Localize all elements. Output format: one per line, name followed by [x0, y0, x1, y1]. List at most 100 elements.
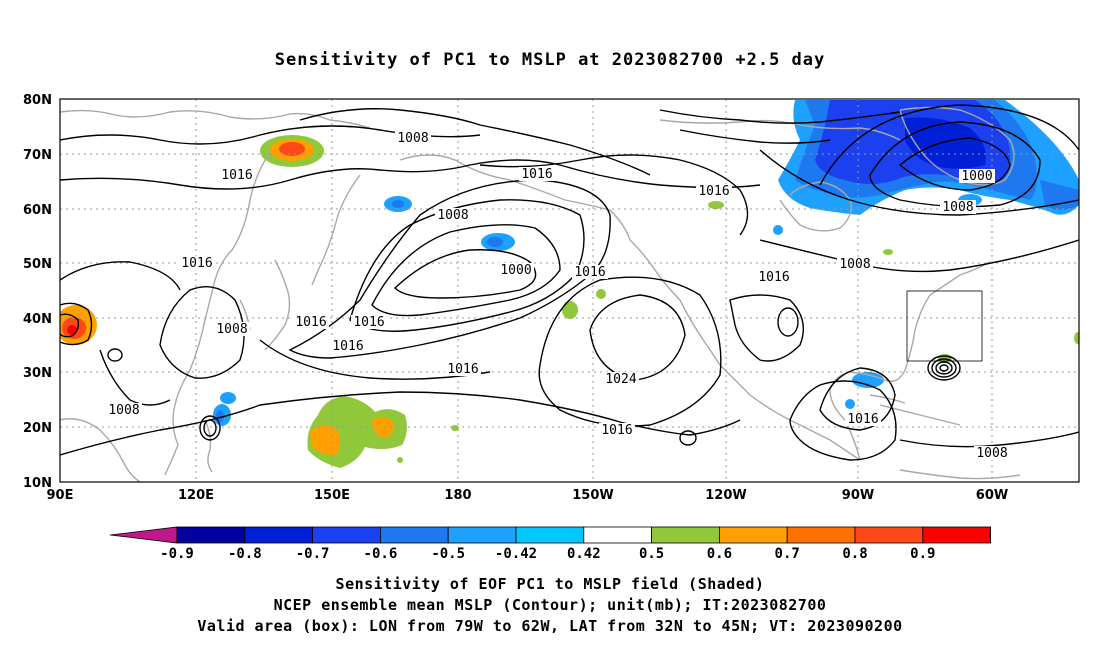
lon-label: 120E [178, 488, 214, 503]
lat-label: 10N [23, 476, 52, 491]
color-bar-segment [786, 526, 856, 544]
color-bar [109, 526, 991, 544]
contour-typhoon-1 [203, 419, 217, 437]
contour-label: 1016 [221, 168, 252, 183]
contour-label: 1016 [353, 315, 384, 330]
contour-label: 1008 [942, 200, 973, 215]
color-bar-arrow-right [989, 526, 991, 544]
contour-label: 1016 [847, 412, 878, 427]
contour-label: 1000 [961, 169, 992, 184]
contour-aleutian-low-3 [349, 199, 585, 332]
contour-east-south [899, 431, 1079, 448]
contour-west-1016 [99, 349, 171, 406]
contour-hurricane-4 [927, 355, 961, 381]
color-bar-segment [515, 526, 585, 544]
coast-philippines [204, 419, 213, 473]
shade-blob-atlantic [883, 249, 893, 255]
lat-label: 20N [23, 421, 52, 436]
contour-label-bg [845, 412, 881, 426]
coast-alaska [399, 154, 631, 241]
color-bar-segment [176, 526, 246, 544]
caption-line-2: NCEP ensemble mean MSLP (Contour); unit(… [273, 596, 827, 614]
color-bar-segment [922, 526, 991, 544]
color-bar-segment [244, 526, 314, 544]
contour-china-1016 [60, 261, 181, 291]
shade-blob-gulf-small [845, 399, 855, 409]
color-bar-segment [719, 526, 788, 544]
caption-line-1: Sensitivity of EOF PC1 to MSLP field (Sh… [335, 575, 765, 593]
contour-label-bg [599, 423, 635, 437]
plot-frame [59, 98, 1080, 483]
lat-label: 50N [23, 257, 52, 272]
contour-label: 1016 [601, 423, 632, 438]
lat-label: 30N [23, 366, 52, 381]
shade-blob-kamchatka-hot [279, 142, 305, 156]
coast-greenland [899, 106, 1015, 186]
contour-small-ring-1 [777, 307, 799, 337]
contour-label-bg [603, 372, 639, 386]
contour-label: 1016 [181, 256, 212, 271]
color-bar-segment [447, 526, 517, 544]
contour-label: 1008 [976, 446, 1007, 461]
caption-line-3: Valid area (box): LON from 79W to 62W, L… [197, 617, 903, 635]
color-bar-label: -0.8 [228, 546, 262, 562]
lat-label: 80N [23, 93, 52, 108]
color-bar-segment [651, 526, 720, 544]
color-bar-label: 0.42 [567, 546, 601, 562]
contour-label-bg [959, 169, 995, 183]
shade-blob-taiwan [220, 392, 236, 404]
contour-typhoon-2 [199, 415, 221, 441]
shade-blob-pacific-1 [562, 301, 578, 319]
coast-bc [629, 239, 721, 366]
contour-north-1008 [60, 159, 761, 190]
contour-label: 1008 [397, 131, 428, 146]
contour-atlantic-1008 [759, 149, 1079, 216]
contour-label: 1008 [437, 208, 468, 223]
latitude-labels: 80N 70N 60N 50N 40N 30N 20N 10N [23, 93, 52, 491]
contour-label: 1016 [758, 270, 789, 285]
contour-atlantic-low-2 [869, 121, 1041, 208]
coast-indochina [60, 418, 141, 482]
color-bar-segment [583, 526, 652, 544]
coast-cuba [869, 394, 906, 404]
contour-small-ring-2 [679, 430, 697, 446]
contour-label-bg [293, 315, 329, 329]
lat-label: 70N [23, 148, 52, 163]
contour-hurricane-1 [935, 361, 953, 375]
coast-south-america [899, 469, 1021, 480]
color-bar-label: -0.42 [495, 546, 537, 562]
contour-atlantic-low-3 [819, 104, 1079, 186]
contour-gulf-low [819, 367, 896, 431]
shade-blob-hudson [773, 225, 783, 235]
shade-blob-aleutian-core [487, 237, 503, 247]
coast-japan [264, 259, 291, 351]
shade-blob-philippine-core [216, 410, 224, 422]
lon-label: 120W [705, 488, 746, 503]
coast-hudson [779, 181, 852, 232]
color-bar-label: -0.9 [160, 546, 194, 562]
shade-blob-bering-core [392, 200, 404, 208]
contour-label: 1024 [605, 372, 636, 387]
contour-labels: 1008 1016 1016 1016 1008 1000 1016 1016 1016 1016… [106, 131, 1010, 461]
contour-label: 1008 [108, 403, 139, 418]
contour-aleutian-low-2 [371, 224, 561, 317]
contour-atlantic-low-1 [898, 137, 1011, 191]
shaded-positive-areas [60, 135, 1079, 468]
contour-pacific-1016 [288, 179, 611, 359]
contour-label-bg [395, 131, 431, 145]
color-bar-label: 0.5 [639, 546, 664, 562]
contour-label: 1016 [521, 167, 552, 182]
contour-arctic-top [659, 109, 901, 124]
contour-caribbean-1008 [789, 380, 897, 461]
contour-north-arctic [479, 154, 749, 236]
coast-kamchatka [311, 174, 361, 286]
contour-pacific-south [60, 391, 741, 456]
shade-blob-china-core [67, 325, 77, 335]
color-bar-segment [312, 526, 381, 544]
contour-label-bg [940, 200, 976, 214]
contour-label: 1000 [500, 263, 531, 278]
contour-aleutian-low-1 [393, 249, 537, 299]
shade-blob-pacific-2 [596, 289, 606, 299]
mslp-contours [60, 104, 1079, 461]
contour-subtropical-high [589, 294, 686, 381]
